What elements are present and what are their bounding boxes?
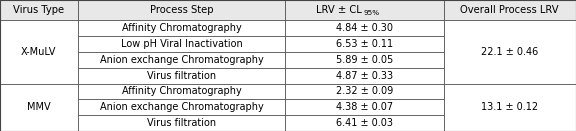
Bar bbox=[78, 0, 285, 20]
Bar bbox=[78, 68, 285, 84]
Text: 4.87 ± 0.33: 4.87 ± 0.33 bbox=[336, 71, 393, 81]
Bar bbox=[285, 84, 444, 99]
Bar bbox=[285, 99, 444, 115]
Text: X-MuLV: X-MuLV bbox=[21, 47, 56, 57]
Text: Virus filtration: Virus filtration bbox=[147, 71, 216, 81]
Bar bbox=[78, 115, 285, 131]
Bar bbox=[285, 0, 444, 20]
Text: LRV ± CL: LRV ± CL bbox=[316, 5, 362, 15]
Bar bbox=[78, 20, 285, 36]
Bar bbox=[78, 52, 285, 68]
Text: Anion exchange Chromatography: Anion exchange Chromatography bbox=[100, 55, 263, 65]
Bar bbox=[285, 68, 444, 84]
Text: Virus Type: Virus Type bbox=[13, 5, 65, 15]
Bar bbox=[444, 0, 576, 20]
Text: Affinity Chromatography: Affinity Chromatography bbox=[122, 23, 241, 33]
Text: Low pH Viral Inactivation: Low pH Viral Inactivation bbox=[120, 39, 242, 49]
Text: Virus filtration: Virus filtration bbox=[147, 118, 216, 128]
Text: 4.84 ± 0.30: 4.84 ± 0.30 bbox=[336, 23, 393, 33]
Bar bbox=[444, 20, 576, 84]
Text: Process Step: Process Step bbox=[150, 5, 213, 15]
Text: 13.1 ± 0.12: 13.1 ± 0.12 bbox=[481, 102, 539, 112]
Text: 6.53 ± 0.11: 6.53 ± 0.11 bbox=[336, 39, 393, 49]
Text: MMV: MMV bbox=[27, 102, 51, 112]
Bar bbox=[285, 115, 444, 131]
Bar bbox=[444, 84, 576, 131]
Bar bbox=[78, 99, 285, 115]
Text: Anion exchange Chromatography: Anion exchange Chromatography bbox=[100, 102, 263, 112]
Bar bbox=[285, 52, 444, 68]
Text: 4.38 ± 0.07: 4.38 ± 0.07 bbox=[336, 102, 393, 112]
Text: 95%: 95% bbox=[363, 10, 379, 15]
Bar bbox=[78, 36, 285, 52]
Bar bbox=[285, 36, 444, 52]
Text: Overall Process LRV: Overall Process LRV bbox=[460, 5, 559, 15]
Text: 5.89 ± 0.05: 5.89 ± 0.05 bbox=[336, 55, 393, 65]
Bar bbox=[0, 84, 78, 131]
Bar bbox=[0, 20, 78, 84]
Bar bbox=[78, 84, 285, 99]
Bar bbox=[0, 0, 78, 20]
Text: 22.1 ± 0.46: 22.1 ± 0.46 bbox=[481, 47, 539, 57]
Text: 2.32 ± 0.09: 2.32 ± 0.09 bbox=[336, 86, 393, 96]
Text: 6.41 ± 0.03: 6.41 ± 0.03 bbox=[336, 118, 393, 128]
Bar bbox=[285, 20, 444, 36]
Text: Affinity Chromatography: Affinity Chromatography bbox=[122, 86, 241, 96]
